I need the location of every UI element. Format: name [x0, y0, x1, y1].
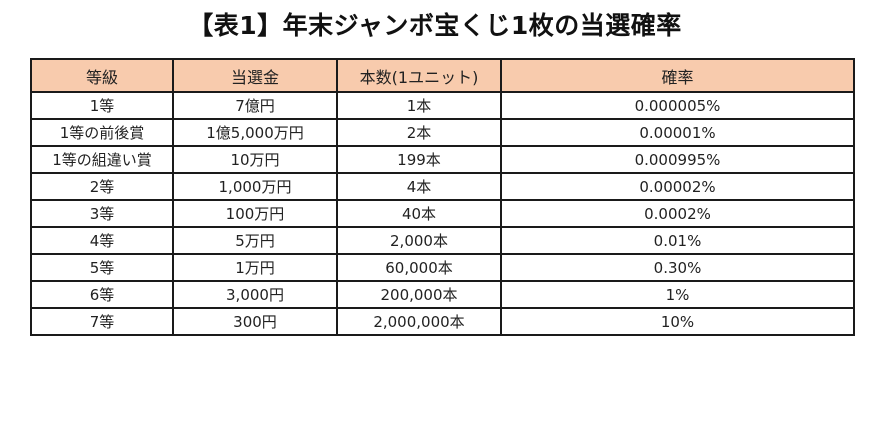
cell-count: 40本 [336, 199, 502, 228]
column-header-probability: 確率 [500, 58, 855, 93]
cell-grade: 7等 [30, 307, 174, 336]
table-row: 1等 7億円 1本 0.000005% [30, 91, 855, 120]
cell-probability: 0.0002% [500, 199, 855, 228]
cell-prize: 300円 [172, 307, 338, 336]
column-header-count: 本数(1ユニット) [336, 58, 502, 93]
cell-prize: 1万円 [172, 253, 338, 282]
cell-grade: 6等 [30, 280, 174, 309]
cell-probability: 10% [500, 307, 855, 336]
column-header-prize: 当選金 [172, 58, 338, 93]
table-row: 2等 1,000万円 4本 0.00002% [30, 172, 855, 201]
table-row: 1等の前後賞 1億5,000万円 2本 0.00001% [30, 118, 855, 147]
cell-probability: 1% [500, 280, 855, 309]
cell-prize: 3,000円 [172, 280, 338, 309]
table-row: 5等 1万円 60,000本 0.30% [30, 253, 855, 282]
page-title: 【表1】年末ジャンボ宝くじ1枚の当選確率 [188, 11, 682, 40]
cell-prize: 1億5,000万円 [172, 118, 338, 147]
cell-grade: 3等 [30, 199, 174, 228]
cell-prize: 10万円 [172, 145, 338, 174]
cell-grade: 5等 [30, 253, 174, 282]
table-row: 1等の組違い賞 10万円 199本 0.000995% [30, 145, 855, 174]
cell-grade: 4等 [30, 226, 174, 255]
cell-probability: 0.01% [500, 226, 855, 255]
table-row: 7等 300円 2,000,000本 10% [30, 307, 855, 336]
cell-count: 4本 [336, 172, 502, 201]
table-row: 6等 3,000円 200,000本 1% [30, 280, 855, 309]
cell-count: 199本 [336, 145, 502, 174]
cell-probability: 0.30% [500, 253, 855, 282]
cell-grade: 2等 [30, 172, 174, 201]
cell-count: 60,000本 [336, 253, 502, 282]
cell-count: 2本 [336, 118, 502, 147]
cell-prize: 7億円 [172, 91, 338, 120]
cell-count: 1本 [336, 91, 502, 120]
cell-probability: 0.000995% [500, 145, 855, 174]
cell-probability: 0.00001% [500, 118, 855, 147]
cell-probability: 0.000005% [500, 91, 855, 120]
cell-prize: 100万円 [172, 199, 338, 228]
cell-probability: 0.00002% [500, 172, 855, 201]
cell-grade: 1等の組違い賞 [30, 145, 174, 174]
cell-count: 2,000,000本 [336, 307, 502, 336]
table-header-row: 等級 当選金 本数(1ユニット) 確率 [30, 58, 855, 93]
cell-grade: 1等 [30, 91, 174, 120]
lottery-probability-table: 等級 当選金 本数(1ユニット) 確率 1等 7億円 1本 0.000005% … [30, 58, 855, 336]
table-row: 4等 5万円 2,000本 0.01% [30, 226, 855, 255]
cell-count: 2,000本 [336, 226, 502, 255]
cell-prize: 5万円 [172, 226, 338, 255]
cell-prize: 1,000万円 [172, 172, 338, 201]
cell-grade: 1等の前後賞 [30, 118, 174, 147]
table-row: 3等 100万円 40本 0.0002% [30, 199, 855, 228]
column-header-grade: 等級 [30, 58, 174, 93]
cell-count: 200,000本 [336, 280, 502, 309]
